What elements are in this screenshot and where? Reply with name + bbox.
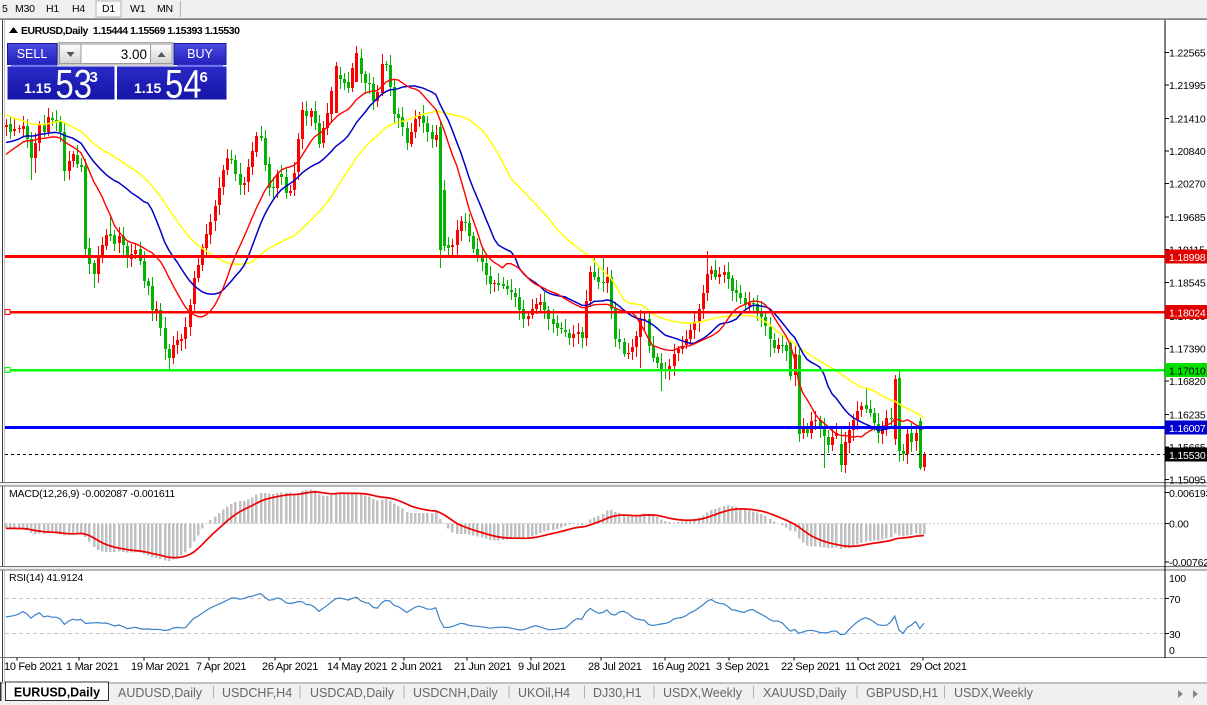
- svg-text:1.17390: 1.17390: [1169, 343, 1206, 355]
- svg-text:100: 100: [1169, 573, 1186, 585]
- svg-text:BUY: BUY: [187, 47, 213, 61]
- svg-text:70: 70: [1169, 594, 1181, 606]
- svg-text:1.18024: 1.18024: [1169, 308, 1206, 320]
- svg-text:1.15530: 1.15530: [1169, 450, 1206, 462]
- svg-text:UKOil,H4: UKOil,H4: [518, 686, 570, 700]
- svg-text:28 Jul 2021: 28 Jul 2021: [588, 661, 642, 673]
- svg-text:21 Jun 2021: 21 Jun 2021: [454, 661, 511, 673]
- svg-text:XAUUSD,Daily: XAUUSD,Daily: [763, 686, 847, 700]
- svg-text:19 Mar 2021: 19 Mar 2021: [131, 661, 190, 673]
- svg-text:1.18545: 1.18545: [1169, 277, 1206, 289]
- svg-text:30: 30: [1169, 629, 1181, 641]
- svg-text:1.21410: 1.21410: [1169, 114, 1206, 126]
- svg-text:RSI(14) 41.9124: RSI(14) 41.9124: [9, 572, 83, 584]
- svg-text:1.16007: 1.16007: [1169, 423, 1206, 435]
- svg-text:22 Sep 2021: 22 Sep 2021: [781, 661, 840, 673]
- svg-text:3 Sep 2021: 3 Sep 2021: [716, 661, 769, 673]
- svg-text:H1: H1: [46, 3, 59, 15]
- svg-text:MACD(12,26,9) -0.002087 -0.001: MACD(12,26,9) -0.002087 -0.001611: [9, 488, 175, 500]
- svg-text:USDCAD,Daily: USDCAD,Daily: [310, 686, 395, 700]
- svg-text:M30: M30: [15, 3, 35, 15]
- svg-text:54: 54: [165, 61, 201, 106]
- svg-text:1 Mar 2021: 1 Mar 2021: [66, 661, 119, 673]
- svg-text:D1: D1: [102, 3, 115, 15]
- svg-text:W1: W1: [130, 3, 146, 15]
- svg-text:USDX,Weekly: USDX,Weekly: [954, 686, 1034, 700]
- svg-text:1.16820: 1.16820: [1169, 376, 1206, 388]
- svg-text:1.20840: 1.20840: [1169, 146, 1206, 158]
- svg-text:1.22565: 1.22565: [1169, 47, 1206, 59]
- svg-text:10 Feb 2021: 10 Feb 2021: [4, 661, 63, 673]
- svg-text:SELL: SELL: [17, 47, 48, 61]
- svg-text:11 Oct 2021: 11 Oct 2021: [845, 661, 901, 673]
- svg-text:1.18998: 1.18998: [1169, 252, 1206, 264]
- svg-text:AUDUSD,Daily: AUDUSD,Daily: [118, 686, 203, 700]
- svg-text:0.00: 0.00: [1169, 519, 1189, 531]
- svg-text:1.15: 1.15: [24, 80, 51, 96]
- svg-text:26 Apr 2021: 26 Apr 2021: [262, 661, 318, 673]
- svg-text:DJ30,H1: DJ30,H1: [593, 686, 642, 700]
- svg-text:29 Oct 2021: 29 Oct 2021: [910, 661, 967, 673]
- svg-text:5: 5: [2, 3, 8, 15]
- svg-text:H4: H4: [72, 3, 85, 15]
- svg-text:USDCNH,Daily: USDCNH,Daily: [413, 686, 498, 700]
- svg-text:1.19685: 1.19685: [1169, 212, 1206, 224]
- svg-text:9 Jul 2021: 9 Jul 2021: [518, 661, 566, 673]
- svg-text:1.21995: 1.21995: [1169, 80, 1206, 92]
- svg-text:7 Apr 2021: 7 Apr 2021: [196, 661, 246, 673]
- svg-text:1.17010: 1.17010: [1169, 366, 1206, 378]
- svg-text:16 Aug 2021: 16 Aug 2021: [652, 661, 711, 673]
- svg-text:MN: MN: [157, 3, 173, 15]
- svg-text:-0.00762: -0.00762: [1169, 557, 1207, 569]
- svg-text:EURUSD,Daily 1.15444 1.15569: EURUSD,Daily 1.15444 1.15569 1.15393 1.1…: [21, 25, 240, 37]
- svg-text:USDCHF,H4: USDCHF,H4: [222, 686, 292, 700]
- svg-text:1.15: 1.15: [134, 80, 161, 96]
- svg-text:6: 6: [200, 69, 208, 86]
- svg-text:2 Jun 2021: 2 Jun 2021: [391, 661, 443, 673]
- svg-text:0: 0: [1169, 645, 1175, 657]
- svg-text:3: 3: [90, 69, 98, 86]
- svg-text:EURUSD,Daily: EURUSD,Daily: [14, 686, 100, 700]
- svg-text:3.00: 3.00: [121, 47, 147, 62]
- svg-text:GBPUSD,H1: GBPUSD,H1: [866, 686, 938, 700]
- svg-text:USDX,Weekly: USDX,Weekly: [663, 686, 743, 700]
- svg-text:1.16235: 1.16235: [1169, 409, 1206, 421]
- svg-text:14 May 2021: 14 May 2021: [327, 661, 387, 673]
- svg-text:1.15095: 1.15095: [1169, 475, 1206, 487]
- svg-text:1.20270: 1.20270: [1169, 179, 1206, 191]
- svg-text:0.006193: 0.006193: [1169, 488, 1207, 500]
- svg-text:53: 53: [56, 61, 92, 106]
